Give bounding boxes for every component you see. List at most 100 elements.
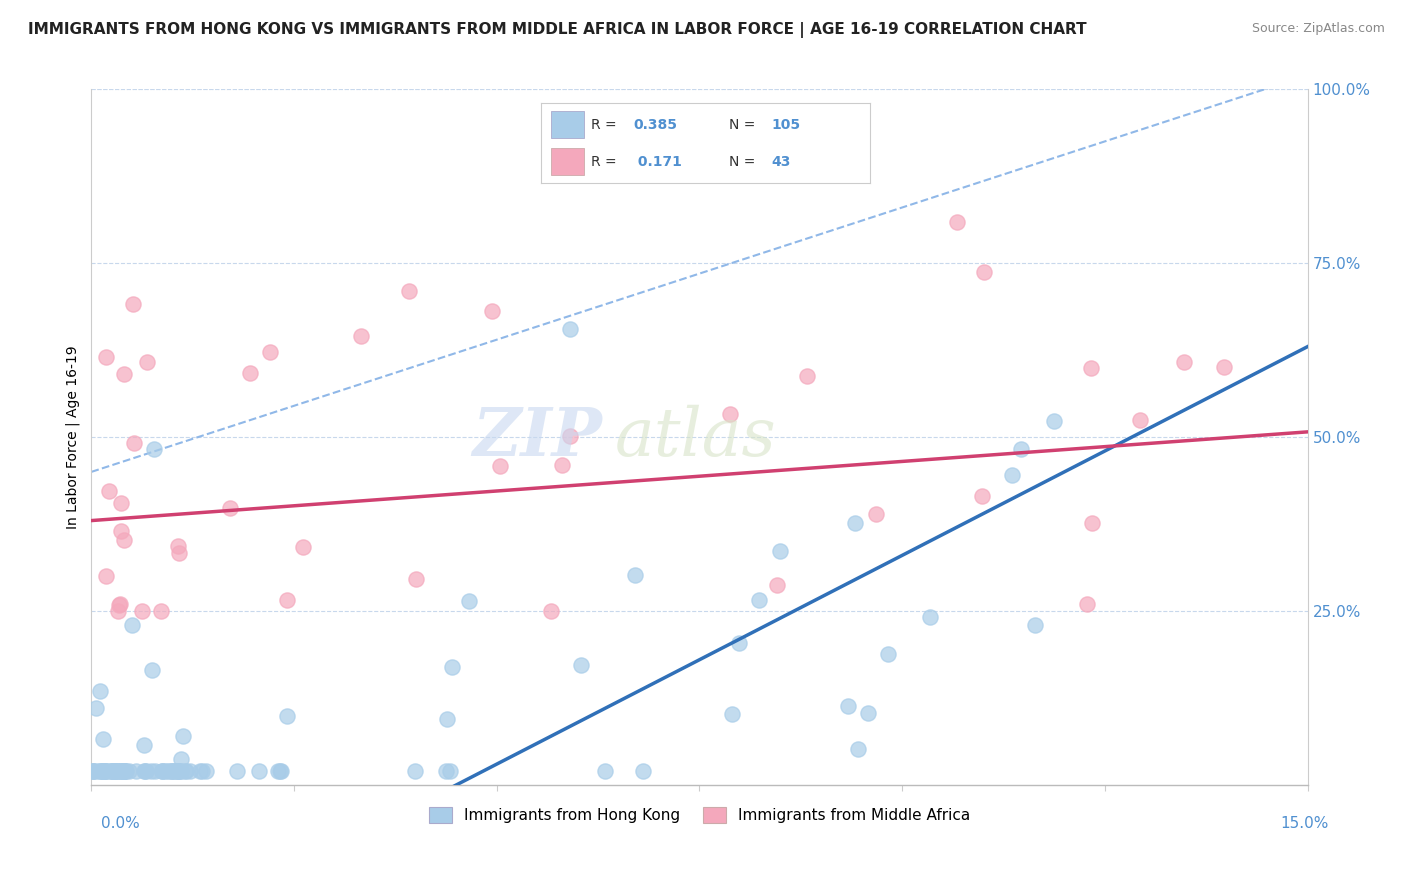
Point <box>769 544 792 558</box>
Point <box>174 764 197 778</box>
Point <box>98 764 121 778</box>
Point <box>877 648 900 662</box>
Point <box>540 604 562 618</box>
Point <box>152 764 174 778</box>
Point <box>440 660 463 674</box>
Point <box>269 764 291 778</box>
Point <box>112 533 135 547</box>
Point <box>247 764 270 778</box>
Point <box>349 329 371 343</box>
Point <box>920 610 942 624</box>
Point <box>122 436 145 450</box>
Point <box>226 764 249 778</box>
Point <box>1173 355 1195 369</box>
Point <box>135 764 157 778</box>
Point <box>165 764 187 778</box>
Point <box>721 706 744 721</box>
Point <box>439 764 461 778</box>
Point <box>219 500 242 515</box>
Point <box>107 764 129 778</box>
Point <box>945 215 967 229</box>
Point <box>94 764 117 778</box>
Point <box>1076 597 1098 611</box>
Text: 0.0%: 0.0% <box>101 816 141 831</box>
Point <box>112 764 135 778</box>
Point <box>865 507 887 521</box>
Point <box>94 568 117 582</box>
Point <box>436 712 458 726</box>
Point <box>91 764 114 778</box>
Point <box>166 764 188 778</box>
Point <box>405 572 427 586</box>
Point <box>1010 442 1032 457</box>
Point <box>1213 359 1236 374</box>
Point <box>276 709 298 723</box>
Text: IMMIGRANTS FROM HONG KONG VS IMMIGRANTS FROM MIDDLE AFRICA IN LABOR FORCE | AGE : IMMIGRANTS FROM HONG KONG VS IMMIGRANTS … <box>28 22 1087 38</box>
Point <box>748 592 770 607</box>
Point <box>195 764 218 778</box>
Point <box>149 604 172 618</box>
Point <box>110 764 132 778</box>
Point <box>160 764 183 778</box>
Point <box>970 490 993 504</box>
Point <box>112 764 135 778</box>
Point <box>91 732 114 747</box>
Point <box>94 764 117 778</box>
Point <box>101 764 124 778</box>
Point <box>125 764 148 778</box>
Point <box>167 764 190 778</box>
Point <box>259 344 281 359</box>
Point <box>122 297 145 311</box>
Point <box>623 568 645 582</box>
Point <box>169 764 191 778</box>
Point <box>118 764 141 778</box>
Text: 15.0%: 15.0% <box>1281 816 1329 831</box>
Point <box>796 368 818 383</box>
Point <box>150 764 173 778</box>
Point <box>101 764 124 778</box>
Point <box>101 764 124 778</box>
Point <box>973 265 995 279</box>
Point <box>160 764 183 778</box>
Legend: Immigrants from Hong Kong, Immigrants from Middle Africa: Immigrants from Hong Kong, Immigrants fr… <box>423 801 976 830</box>
Point <box>111 764 134 778</box>
Point <box>481 303 503 318</box>
Point <box>156 764 179 778</box>
Point <box>846 742 869 756</box>
Point <box>1080 516 1102 531</box>
Point <box>150 764 173 778</box>
Point <box>856 706 879 720</box>
Point <box>434 764 457 778</box>
Point <box>174 764 197 778</box>
Point <box>96 764 118 778</box>
Point <box>132 764 155 778</box>
Point <box>404 764 426 778</box>
Point <box>107 604 129 618</box>
Point <box>90 764 112 778</box>
Text: Source: ZipAtlas.com: Source: ZipAtlas.com <box>1251 22 1385 36</box>
Point <box>569 658 592 673</box>
Point <box>837 698 859 713</box>
Point <box>110 764 132 778</box>
Point <box>458 594 481 608</box>
Point <box>141 764 163 778</box>
Point <box>98 483 121 498</box>
Point <box>560 429 582 443</box>
Point <box>108 597 131 611</box>
Point <box>188 764 211 778</box>
Point <box>83 764 105 778</box>
Point <box>1001 467 1024 482</box>
Text: atlas: atlas <box>614 404 776 470</box>
Point <box>170 752 193 766</box>
Point <box>104 764 127 778</box>
Point <box>292 541 315 555</box>
Point <box>112 764 135 778</box>
Text: ZIP: ZIP <box>472 405 602 469</box>
Point <box>121 617 143 632</box>
Point <box>270 764 292 778</box>
Point <box>179 764 201 778</box>
Point <box>239 366 262 380</box>
Point <box>550 458 572 472</box>
Point <box>111 764 134 778</box>
Point <box>593 764 616 778</box>
